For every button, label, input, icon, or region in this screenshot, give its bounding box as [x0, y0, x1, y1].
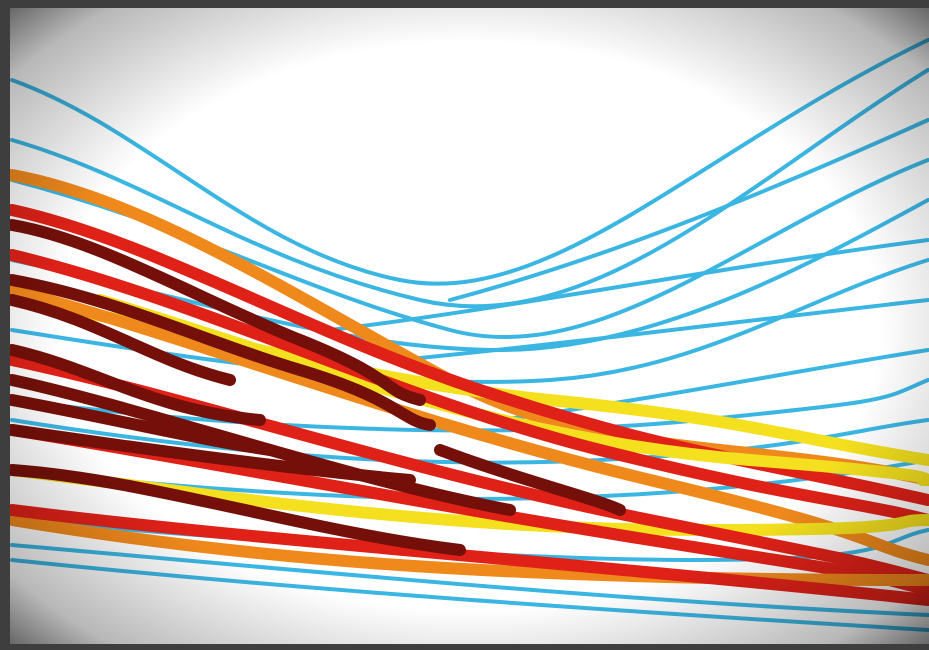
vignette: [10, 8, 929, 644]
picture: [10, 8, 929, 644]
